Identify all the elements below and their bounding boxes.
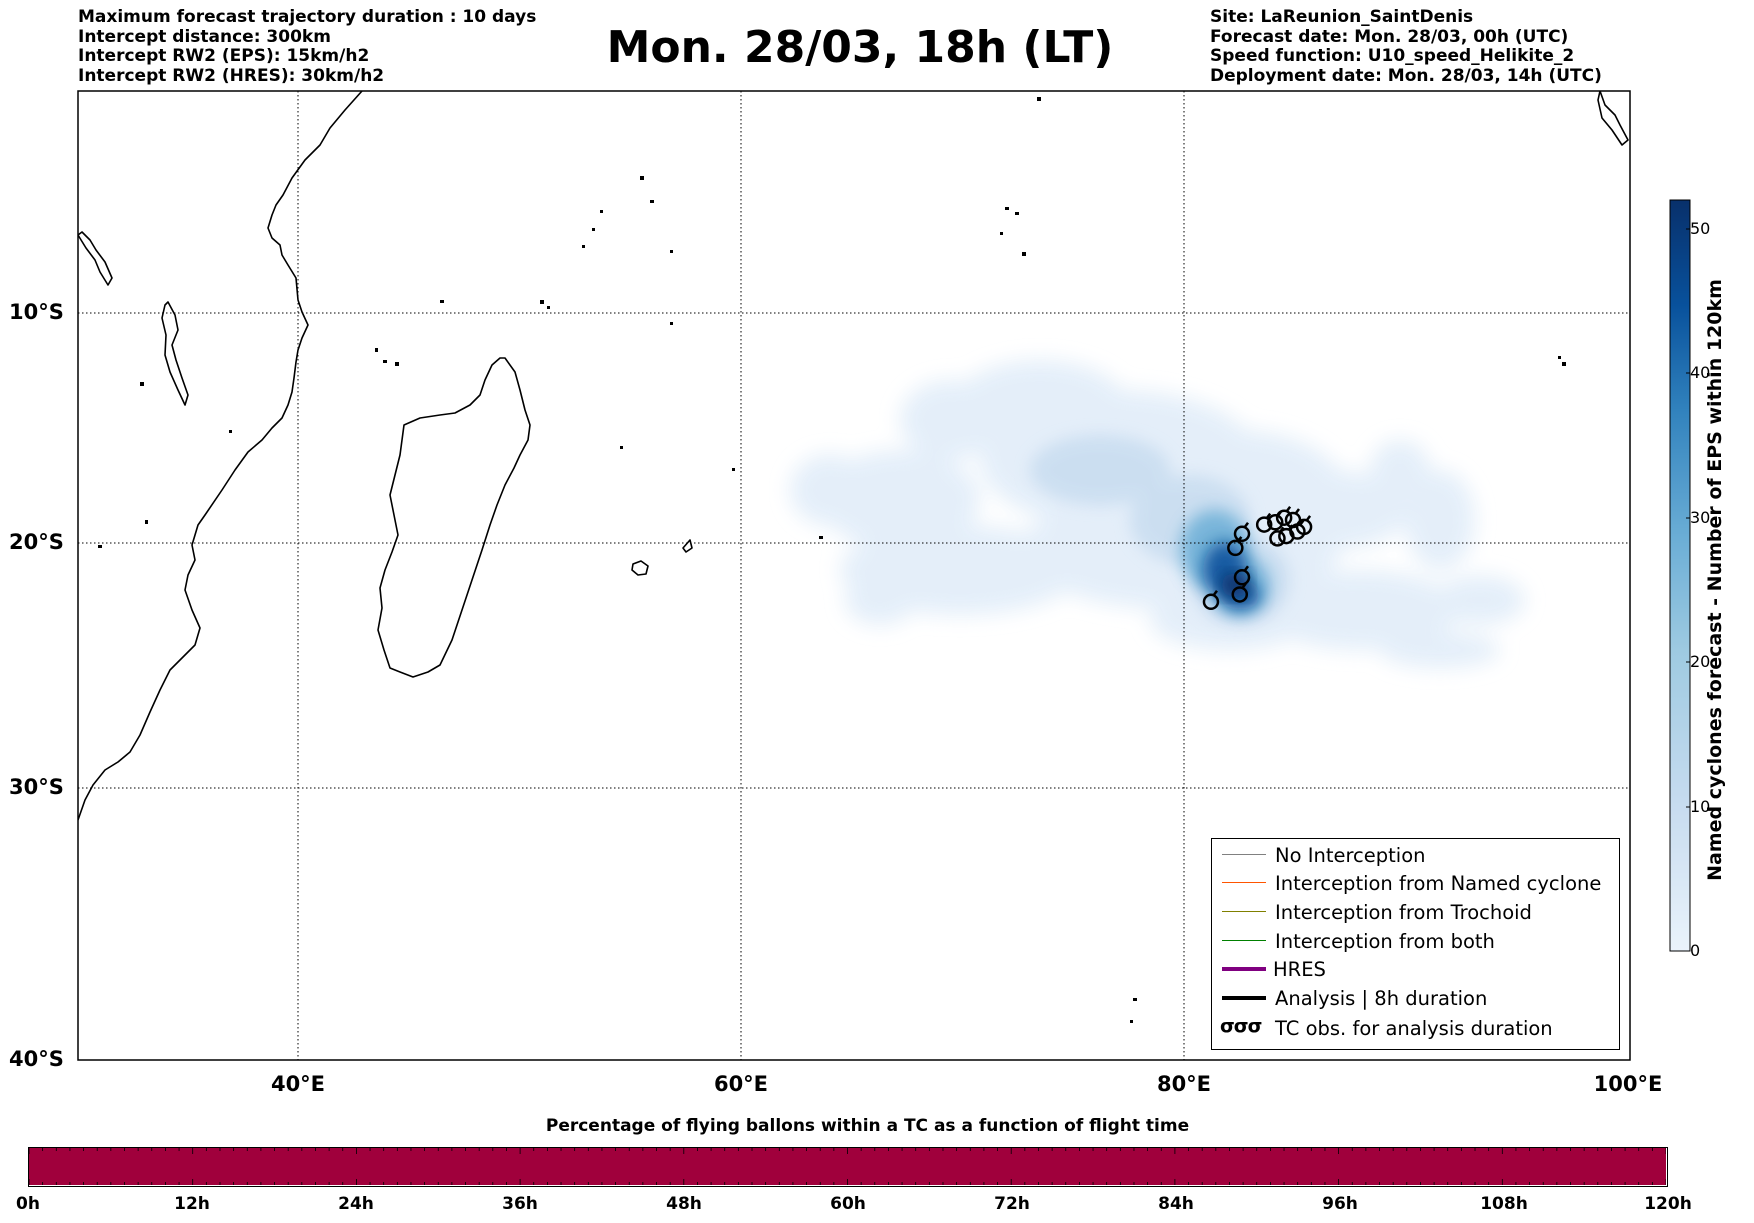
tc-symbol-icon: σσσ: [1220, 1015, 1262, 1037]
tc-observation-marker: [1202, 590, 1220, 611]
flight-bar-label: 96h: [1322, 1194, 1358, 1214]
legend-label: Interception from both: [1275, 930, 1495, 953]
map-legend: No Interception Interception from Named …: [1211, 838, 1620, 1050]
legend-item-trochoid: Interception from Trochoid: [1212, 898, 1619, 926]
colorbar-tick-label: 20: [1690, 652, 1711, 671]
info-speed-function: Speed function: U10_speed_Helikite_2: [1210, 46, 1575, 66]
info-site: Site: LaReunion_SaintDenis: [1210, 7, 1474, 27]
flight-bar-label: 48h: [666, 1194, 702, 1214]
coast-north-small: [78, 231, 113, 286]
colorbar-gradient: [1669, 199, 1691, 952]
colorbar-tick-label: 0: [1690, 941, 1701, 960]
tc-observation-marker: [1295, 515, 1313, 536]
info-trajectory-duration: Maximum forecast trajectory duration : 1…: [78, 7, 537, 27]
legend-item-named-cyclone: Interception from Named cyclone: [1212, 869, 1619, 897]
flight-bar-label: 24h: [338, 1194, 374, 1214]
info-intercept-hres: Intercept RW2 (HRES): 30km/h2: [78, 65, 385, 86]
legend-item-hres: HRES: [1212, 955, 1619, 983]
colorbar-ticks: [1686, 228, 1690, 952]
madagascar-coast: [377, 357, 531, 678]
legend-swatch: [1222, 940, 1266, 941]
flight-bar-title: Percentage of flying ballons within a TC…: [545, 1116, 1190, 1136]
legend-label: Interception from Trochoid: [1275, 901, 1532, 924]
lon-label-80e: 80°E: [1156, 1072, 1212, 1096]
legend-swatch: [1222, 854, 1266, 855]
density-core: [1221, 573, 1249, 597]
lat-label-40s: 40°S: [9, 1047, 64, 1071]
africa-coast: [78, 91, 363, 821]
lat-label-30s: 30°S: [9, 775, 64, 799]
info-deployment-date: Deployment date: Mon. 28/03, 14h (UTC): [1210, 65, 1602, 86]
lon-label-60e: 60°E: [713, 1072, 769, 1096]
flight-bar-label: 12h: [174, 1194, 210, 1214]
map-frame: [77, 90, 1631, 1061]
tc-observation-marker: [1275, 505, 1293, 526]
legend-item-tc-obs: σσσ TC obs. for analysis duration: [1212, 1014, 1619, 1042]
colorbar-tick-label: 50: [1690, 219, 1711, 238]
flight-bar-label: 60h: [830, 1194, 866, 1214]
flight-bar-label: 108h: [1480, 1194, 1528, 1214]
legend-swatch: [1222, 967, 1266, 971]
colorbar-tick-label: 30: [1690, 508, 1711, 527]
info-forecast-date: Forecast date: Mon. 28/03, 00h (UTC): [1210, 26, 1569, 47]
coast-east-small: [1597, 91, 1629, 146]
map-grid: [78, 91, 1630, 1060]
reunion-island: [631, 560, 649, 576]
legend-label: Analysis | 8h duration: [1275, 987, 1488, 1010]
info-left-block: Maximum forecast trajectory duration : 1…: [78, 7, 537, 86]
coast-island-strip: [161, 301, 189, 406]
lat-label-20s: 20°S: [9, 530, 64, 554]
tc-observation-marker: [1233, 522, 1251, 543]
tc-observation-marker: [1233, 565, 1251, 586]
map-title: Mon. 28/03, 18h (LT): [606, 22, 1114, 73]
legend-swatch: [1222, 882, 1266, 883]
info-intercept-distance: Intercept distance: 300km: [78, 26, 331, 47]
legend-swatch: [1222, 911, 1266, 912]
legend-swatch: [1222, 996, 1266, 1000]
info-right-block: Site: LaReunion_SaintDenis Forecast date…: [1210, 7, 1602, 86]
flight-bar-area: [29, 1148, 1666, 1185]
flight-bar-label: 84h: [1158, 1194, 1194, 1214]
flight-bar-label: 120h: [1644, 1194, 1692, 1214]
small-islands: [98, 97, 1566, 1023]
info-intercept-eps: Intercept RW2 (EPS): 15km/h2: [78, 46, 370, 66]
legend-item-analysis: Analysis | 8h duration: [1212, 984, 1619, 1012]
lon-label-100e: 100°E: [1593, 1072, 1663, 1096]
colorbar-tick-label: 40: [1690, 363, 1711, 382]
colorbar-tick-label: 10: [1690, 797, 1711, 816]
flight-bar-fill: [29, 1148, 1666, 1185]
lon-label-40e: 40°E: [270, 1072, 326, 1096]
legend-label: No Interception: [1275, 844, 1426, 867]
tc-observation-marker: [1255, 512, 1273, 533]
flight-bar-label: 72h: [994, 1194, 1030, 1214]
coastlines: [78, 91, 1629, 821]
legend-item-no-interception: No Interception: [1212, 841, 1619, 869]
tc-observation-markers: [1202, 505, 1313, 611]
legend-label: TC obs. for analysis duration: [1275, 1017, 1553, 1040]
lat-label-10s: 10°S: [9, 300, 64, 324]
legend-label: HRES: [1273, 958, 1326, 981]
legend-item-both: Interception from both: [1212, 927, 1619, 955]
legend-label: Interception from Named cyclone: [1275, 872, 1602, 895]
flight-time-bar: [28, 1147, 1668, 1187]
mauritius-island: [682, 539, 693, 553]
flight-bar-label: 0h: [16, 1194, 40, 1214]
flight-bar-label: 36h: [502, 1194, 538, 1214]
